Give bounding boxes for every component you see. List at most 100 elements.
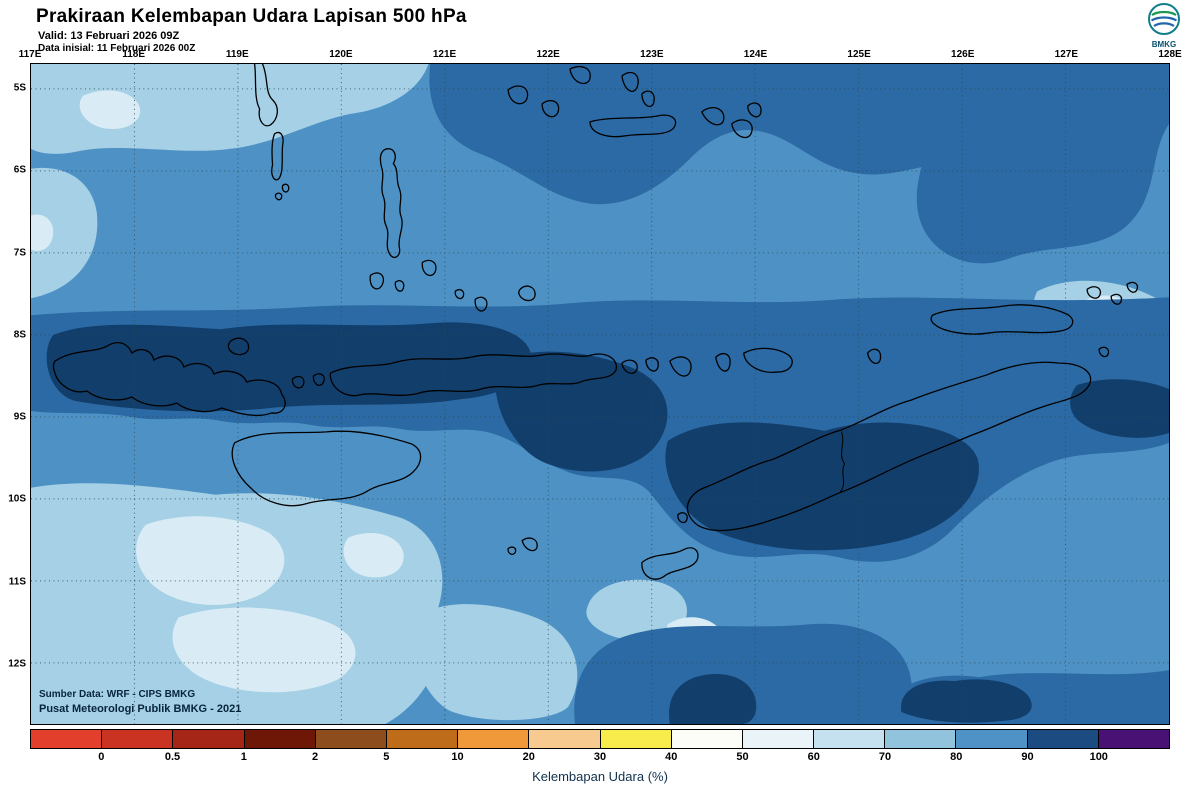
coastline xyxy=(1098,346,1110,358)
colorbar-segment xyxy=(244,730,316,748)
lon-label: 128E xyxy=(1158,49,1182,60)
coastline xyxy=(715,353,731,372)
humidity-region xyxy=(412,604,578,721)
lat-label: 7S xyxy=(13,247,26,258)
coastline xyxy=(291,375,305,389)
humidity-region xyxy=(31,214,54,251)
coastline xyxy=(641,547,699,580)
colorbar-tick: 90 xyxy=(1021,751,1034,763)
colorbar-segment xyxy=(1027,730,1099,748)
lon-label: 127E xyxy=(1054,49,1079,60)
lon-label: 119E xyxy=(225,49,249,60)
coastline xyxy=(474,296,488,312)
coastline xyxy=(731,119,753,139)
humidity-region xyxy=(429,64,970,205)
coastline xyxy=(1086,286,1102,299)
coastline xyxy=(507,85,529,105)
humidity-region xyxy=(172,607,356,693)
colorbar-segment xyxy=(173,730,245,748)
colorbar-segment xyxy=(600,730,672,748)
coastline xyxy=(253,64,278,127)
bmkg-logo-label: BMKG xyxy=(1151,40,1177,49)
humidity-region xyxy=(31,64,429,154)
coastline xyxy=(645,357,659,372)
colorbar-segment xyxy=(885,730,957,748)
colorbar-tick: 0 xyxy=(98,751,105,763)
coastline xyxy=(52,342,286,417)
humidity-region xyxy=(46,322,531,412)
lon-label: 118E xyxy=(122,49,146,60)
colorbar-tick: 30 xyxy=(593,751,607,763)
colorbar xyxy=(30,729,1170,749)
humidity-region xyxy=(136,516,285,605)
colorbar-tick: 0.5 xyxy=(164,751,181,763)
humidity-region xyxy=(916,64,1169,264)
bmkg-logo-icon xyxy=(1147,3,1181,40)
colorbar-segment xyxy=(956,730,1028,748)
colorbar-segment xyxy=(386,730,459,748)
coastline xyxy=(569,66,591,85)
colorbar-segment xyxy=(315,730,387,748)
coastline xyxy=(379,148,403,259)
lat-label: 12S xyxy=(8,658,26,670)
humidity-region xyxy=(669,673,757,724)
coastline xyxy=(866,348,882,365)
coastline xyxy=(454,289,465,300)
humidity-fill-layer xyxy=(31,64,1169,724)
colorbar-tick: 5 xyxy=(383,751,390,763)
coastline xyxy=(1110,293,1123,305)
colorbar-segment xyxy=(102,730,174,748)
coastline xyxy=(669,356,692,377)
lon-label: 120E xyxy=(329,49,353,60)
coastline xyxy=(1126,281,1139,293)
coastline xyxy=(743,347,793,373)
coastline xyxy=(677,512,688,524)
coastline xyxy=(312,373,325,386)
coastline xyxy=(369,272,384,290)
lat-label: 8S xyxy=(13,329,26,341)
humidity-region xyxy=(79,90,141,130)
colorbar-segment xyxy=(1098,730,1169,748)
coastline xyxy=(271,131,284,181)
colorbar-tick: 1 xyxy=(240,751,247,763)
colorbar-segment xyxy=(814,730,886,748)
humidity-region xyxy=(901,679,1032,723)
valid-time-text: Valid: 13 Februari 2026 09Z xyxy=(38,30,180,42)
coastline xyxy=(281,183,290,193)
colorbar-segment xyxy=(742,730,815,748)
humidity-region xyxy=(586,579,688,641)
coastline xyxy=(517,285,536,302)
humidity-region xyxy=(1070,379,1169,438)
colorbar-tick: 40 xyxy=(665,751,678,763)
coastline xyxy=(394,280,405,292)
coastline xyxy=(621,71,639,92)
coastline xyxy=(589,114,677,138)
coastline xyxy=(840,431,846,493)
coastline xyxy=(541,100,560,118)
humidity-region xyxy=(574,623,912,724)
lon-label: 121E xyxy=(432,49,457,60)
bmkg-logo: BMKG xyxy=(1136,2,1192,49)
humidity-region xyxy=(665,422,979,551)
lon-label: 125E xyxy=(847,49,871,60)
colorbar-tick: 60 xyxy=(807,751,820,763)
colorbar-tick: 20 xyxy=(522,751,535,763)
colorbar-segment xyxy=(31,730,103,748)
coastline xyxy=(421,259,437,277)
colorbar-tick: 100 xyxy=(1089,751,1108,763)
coastline xyxy=(930,304,1074,335)
source-text-1: Sumber Data: WRF - CIPS BMKG xyxy=(39,689,196,700)
colorbar-tick: 50 xyxy=(736,751,749,763)
coastline-layer xyxy=(52,64,1139,580)
humidity-region xyxy=(495,351,668,472)
coastline xyxy=(701,107,725,126)
coastline xyxy=(747,102,762,118)
lat-label: 10S xyxy=(8,493,26,505)
grid-layer xyxy=(31,64,1169,724)
map-canvas: Sumber Data: WRF - CIPS BMKG Pusat Meteo… xyxy=(30,63,1170,725)
lon-label: 122E xyxy=(536,49,560,60)
lat-label: 5S xyxy=(13,82,26,94)
lon-label: 126E xyxy=(951,49,975,60)
colorbar-tick: 80 xyxy=(950,751,963,763)
colorbar-segment xyxy=(458,730,530,748)
